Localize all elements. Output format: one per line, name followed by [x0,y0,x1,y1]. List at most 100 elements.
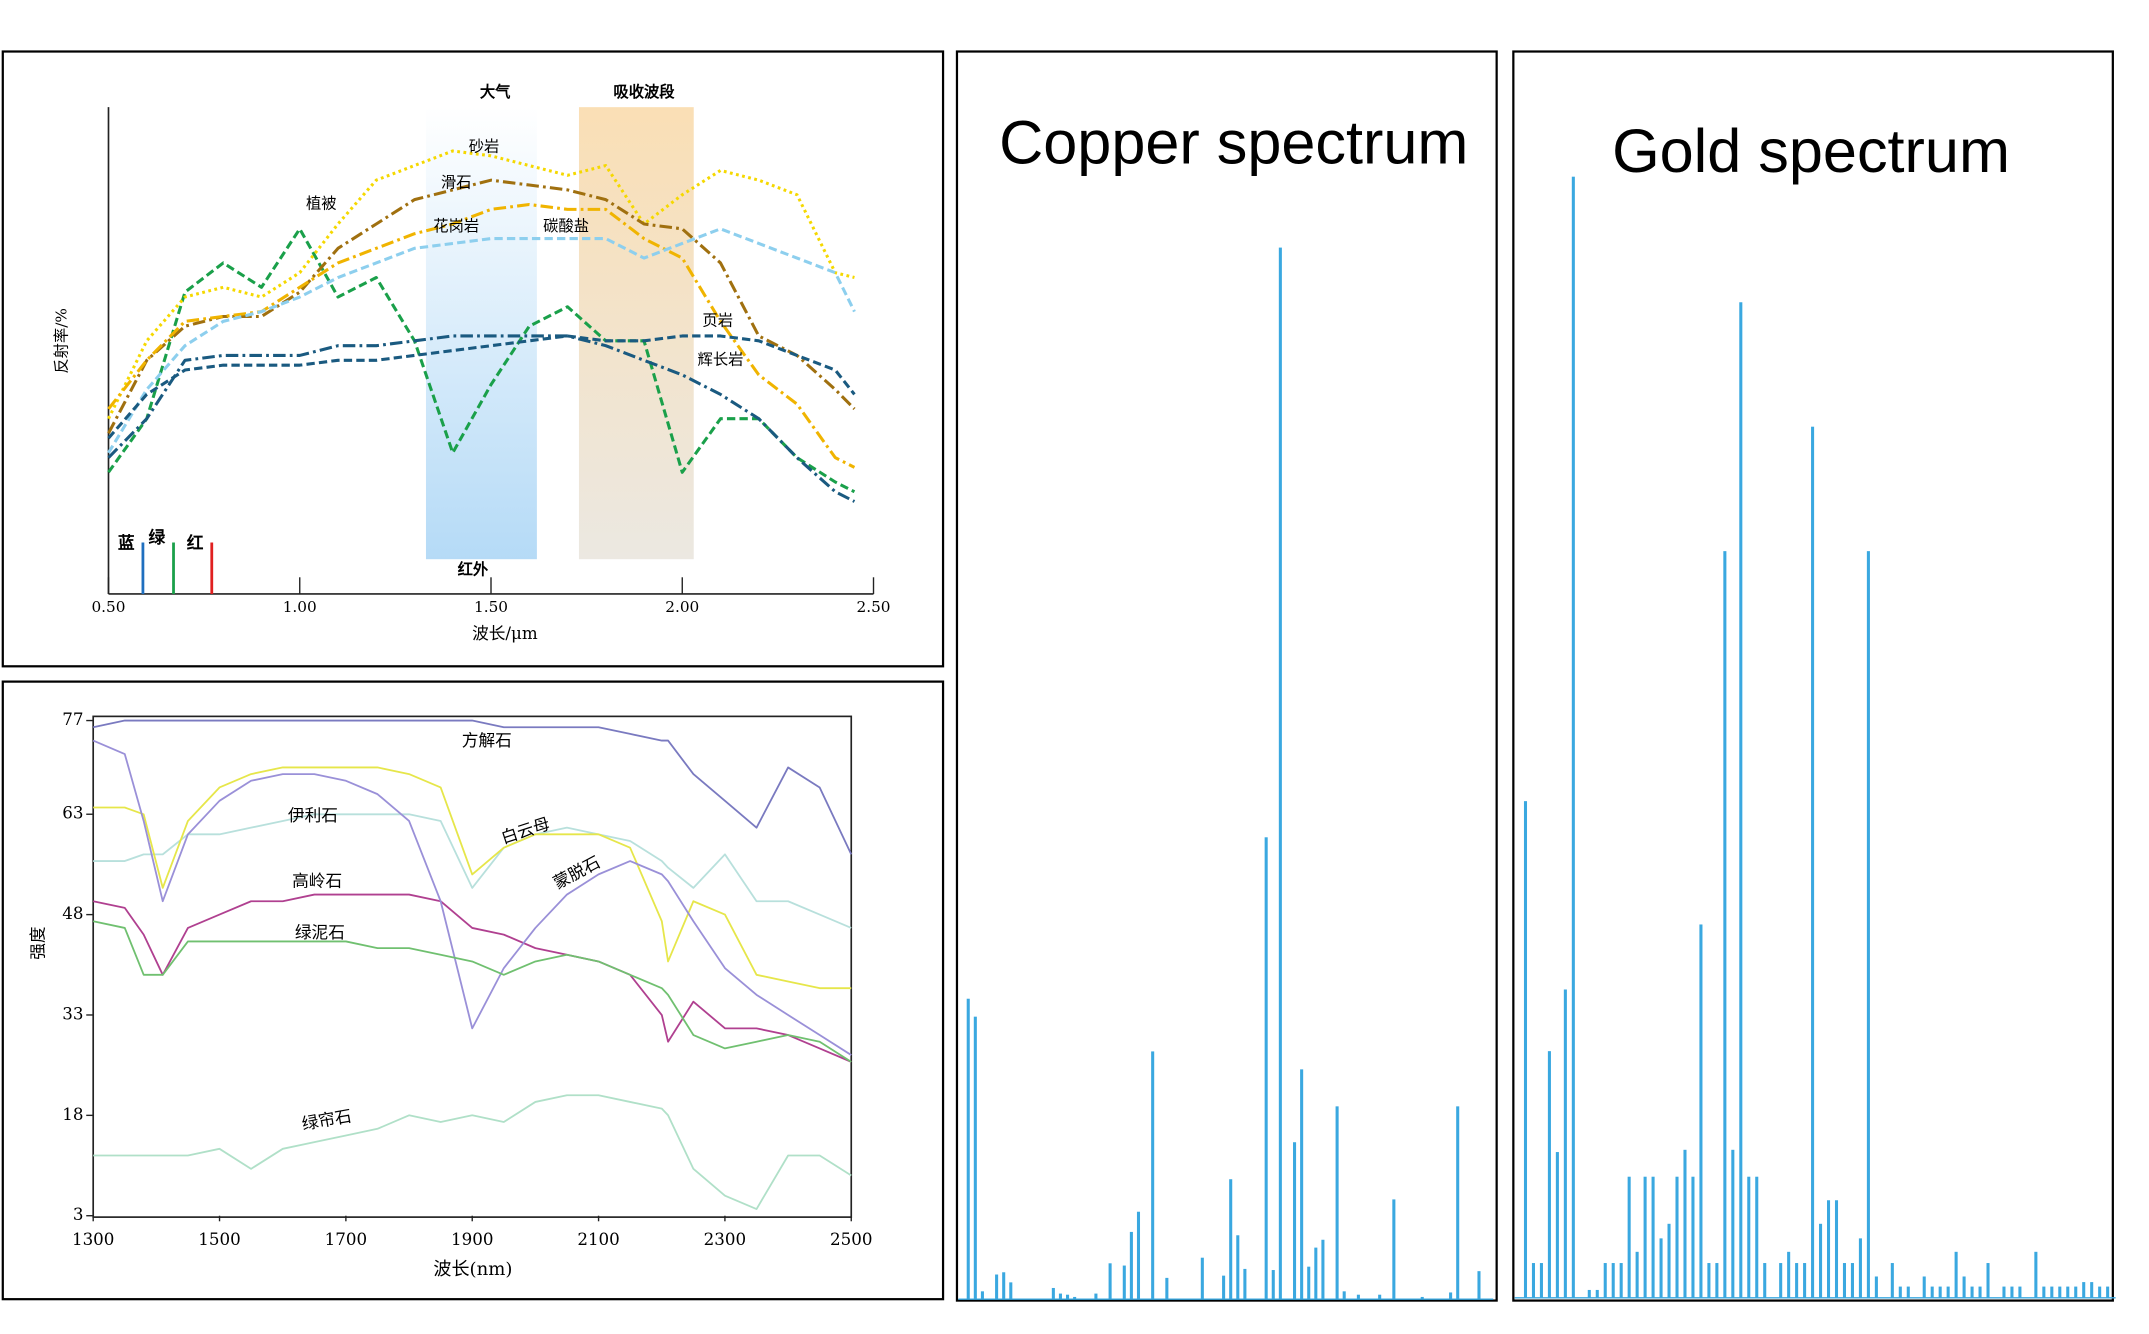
spectral-line [1271,1270,1275,1300]
spectral-line [2074,1286,2078,1298]
spectral-line [1707,1263,1711,1298]
spectral-line [1356,1294,1360,1300]
spectral-line [1136,1211,1141,1300]
spectral-line [1667,1223,1671,1298]
spectral-line [1300,1069,1304,1300]
annotation: 吸收波段 [613,83,675,101]
spectral-line [2042,1286,2046,1298]
spectral-line [1108,1263,1112,1300]
chart-title: Gold spectrum [1612,117,2010,185]
spectral-line [1819,1223,1823,1298]
spectrum-line [107,227,856,494]
series-label: 页岩 [702,311,733,329]
spectral-line [1229,1179,1233,1300]
spectral-line [1314,1247,1318,1300]
spectral-line [1691,1176,1695,1298]
spectral-line [1723,551,1727,1298]
series-label: 绿帘石 [300,1106,353,1133]
x-tick-label: 2.50 [856,598,890,616]
spectral-line [1051,1287,1055,1300]
spectral-line [1906,1286,1910,1298]
panel-frame [1,680,945,1301]
spectrum-line [107,202,856,469]
spectral-line [1627,1176,1631,1298]
spectral-line [1420,1296,1424,1300]
spectral-line [1866,551,1870,1298]
x-tick-label: 2300 [704,1230,746,1249]
spectral-line [1002,1272,1006,1300]
spectral-line [1563,989,1567,1298]
panel-frame [1512,50,2114,1302]
spectral-line [1539,1263,1543,1298]
spectrum-line [93,766,852,990]
y-tick-label: 48 [62,904,83,923]
spectral-line [2002,1286,2006,1298]
spectral-line [1747,1176,1751,1298]
spectral-line [1342,1291,1346,1300]
spectral-line [1842,1263,1847,1298]
spectral-line [1335,1106,1339,1300]
spectral-line [1675,1176,1679,1298]
spectral-line [2066,1286,2070,1298]
x-tick-label: 0.50 [91,598,125,616]
spectral-line [1651,1176,1655,1298]
spectral-line [2010,1286,2014,1298]
spectral-line [1635,1251,1639,1298]
spectral-line [1165,1277,1169,1300]
band-marker-label: 红 [187,532,204,552]
y-tick-label: 33 [62,1004,83,1023]
spectral-line [1850,1263,1854,1298]
spectral-line [1898,1286,1902,1298]
spectral-line [1200,1257,1204,1300]
spectral-line [1531,1263,1535,1298]
spectral-line [1962,1276,1966,1298]
spectral-line [1779,1263,1783,1298]
spectrum-line [93,813,852,929]
x-tick-label: 2100 [577,1230,619,1249]
spectral-line [1058,1293,1062,1300]
spectral-line [2050,1286,2054,1298]
y-axis-label: 强度 [28,926,47,960]
spectral-line [1243,1268,1247,1300]
spectral-line [1970,1286,1974,1298]
spectral-line [1699,924,1703,1298]
spectral-line [1946,1286,1950,1298]
spectral-line [1094,1293,1098,1300]
spectral-line [1129,1231,1133,1300]
spectral-line [2018,1286,2022,1298]
spectral-line [1264,837,1268,1300]
spectral-line [1795,1263,1799,1298]
spectral-line [966,998,970,1300]
spectral-line [973,1016,977,1300]
spectral-line [1834,1200,1839,1298]
y-tick-label: 63 [62,804,83,823]
spectral-line [2058,1286,2062,1298]
x-tick-label: 1300 [72,1230,114,1249]
panel-frame [955,50,1498,1302]
spectrum-line [93,920,852,1063]
spectral-line [2098,1286,2102,1298]
spectrum-line [93,719,853,855]
series-label: 白云母 [499,814,552,848]
spectral-line [1456,1106,1460,1300]
spectral-line [1890,1263,1894,1298]
series-label: 辉长岩 [698,350,744,368]
spectral-line [1293,1142,1297,1300]
y-tick-label: 3 [73,1205,84,1224]
spectral-line [1826,1200,1831,1298]
spectral-line [1755,1176,1759,1298]
chart-title: Copper spectrum [999,109,1468,177]
series-label: 蒙脱石 [550,853,603,893]
series-label: 伊利石 [288,806,338,825]
spectral-line [1278,247,1282,1300]
spectral-line [1874,1276,1878,1298]
spectral-line [1066,1294,1070,1300]
series-label: 高岭石 [292,871,342,890]
series-label: 方解石 [462,731,512,750]
spectral-line [1659,1238,1663,1298]
spectral-line [1787,1251,1791,1298]
spectral-line [1321,1239,1325,1300]
annotation: 红外 [458,560,489,578]
